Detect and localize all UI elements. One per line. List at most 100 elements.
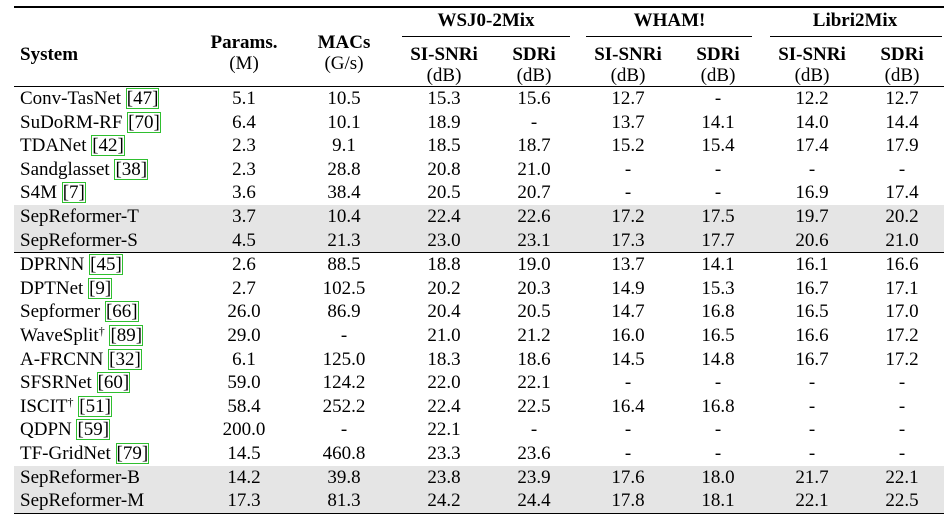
header-macs: MACs (G/s): [317, 32, 371, 74]
wsj-sisnr-cell: 24.2: [427, 490, 461, 512]
macs-cell: 38.4: [327, 182, 361, 204]
macs-cell: 86.9: [327, 301, 361, 323]
wham-sdr-cell: -: [714, 442, 722, 464]
system-name-cell: ISCIT† [51]: [20, 395, 112, 419]
params-cell: 2.7: [232, 277, 256, 299]
wsj-sisnr-cell: 22.0: [427, 372, 461, 394]
wham-sisnr-cell: -: [624, 419, 632, 441]
header-libri-sisnr: SI-SNRi (dB): [778, 44, 846, 86]
wsj-sdr-cell: 21.0: [517, 158, 551, 180]
libri-sisnr-cell: 16.9: [795, 182, 829, 204]
wham-sdr-cell: 14.8: [701, 348, 735, 370]
citation-link[interactable]: [9]: [88, 277, 113, 299]
macs-cell: 125.0: [322, 348, 366, 370]
system-name: A-FRCNN: [20, 348, 104, 370]
wsj-sdr-cell: 22.6: [517, 205, 551, 227]
wsj-sdr-cell: 15.6: [517, 88, 551, 109]
citation-link[interactable]: [47]: [125, 88, 160, 109]
wsj-sdr-cell: -: [530, 419, 538, 441]
system-name-cell: SuDoRM-RF [70]: [20, 111, 161, 135]
citation-link[interactable]: [45]: [89, 254, 123, 276]
citation-link[interactable]: [51]: [78, 395, 112, 417]
params-cell: 4.5: [232, 229, 256, 251]
header-rule: [14, 86, 944, 87]
wham-sisnr-cell: 14.7: [611, 301, 645, 323]
wsj-sisnr-cell: 20.2: [427, 277, 461, 299]
wham-sdr-cell: 17.5: [701, 205, 735, 227]
system-name: DPTNet: [20, 277, 84, 299]
section-rule: [14, 252, 944, 254]
libri-sdr-cell: -: [898, 442, 906, 464]
libri-sdr-cell: -: [898, 395, 906, 417]
libri-sisnr-cell: 12.2: [795, 88, 829, 109]
system-name: Sandglasset: [20, 158, 110, 180]
citation-link[interactable]: [59]: [76, 419, 111, 441]
libri-sdr-cell: 17.4: [885, 182, 919, 204]
macs-cell: 102.5: [322, 277, 366, 299]
system-name-cell: WaveSplit† [89]: [20, 324, 144, 348]
wsj-sdr-cell: 24.4: [517, 490, 551, 512]
params-cell: 3.7: [232, 205, 256, 227]
wham-sisnr-cell: 17.6: [611, 466, 645, 488]
macs-cell: 124.2: [322, 372, 366, 394]
table-row: SFSRNet [60] 59.0 124.2 22.0 22.1 - - - -: [14, 371, 944, 395]
table-body: Conv-TasNet [47] 5.1 10.5 15.3 15.6 12.7 - 12.2…: [14, 87, 944, 513]
libri-sdr-cell: 20.2: [885, 205, 919, 227]
table-row: SepReformer-T 3.7 10.4 22.4 22.6 17.2 17.5 19.7…: [14, 204, 944, 229]
table-row: SuDoRM-RF [70] 6.4 10.1 18.9 - 13.7 14.1 14.0 14…: [14, 111, 944, 135]
results-table: System Params. (M) MACs (G/s) WSJ0-2Mix …: [14, 6, 944, 515]
header-wsj-sisnr: SI-SNRi (dB): [410, 44, 478, 86]
table-row: TDANet [42] 2.3 9.1 18.5 18.7 15.2 15.4 17.4 17.…: [14, 134, 944, 158]
table-header: System Params. (M) MACs (G/s) WSJ0-2Mix …: [14, 6, 944, 86]
system-name-cell: Sandglasset [38]: [20, 158, 149, 182]
wham-sdr-cell: 14.1: [701, 254, 735, 276]
table-row: SepReformer-B 14.2 39.8 23.8 23.9 17.6 18.0 21.…: [14, 465, 944, 490]
wsj-sisnr-cell: 21.0: [427, 324, 461, 346]
system-name-cell: DPTNet [9]: [20, 277, 113, 301]
wsj-sisnr-cell: 18.5: [427, 135, 461, 157]
wham-sdr-cell: 18.0: [701, 466, 735, 488]
params-cell: 6.4: [232, 111, 256, 133]
wham-sdr-cell: 16.8: [701, 395, 735, 417]
wham-sdr-cell: -: [714, 182, 722, 204]
libri-sdr-cell: 16.6: [885, 254, 919, 276]
citation-link[interactable]: [32]: [108, 348, 142, 370]
wsj-sisnr-cell: 22.4: [427, 205, 461, 227]
wham-sisnr-cell: -: [624, 158, 632, 180]
system-name-cell: S4M [7]: [20, 181, 86, 205]
system-name-cell: TDANet [42]: [20, 134, 125, 158]
libri-sdr-cell: 14.4: [885, 111, 919, 133]
macs-cell: 28.8: [327, 158, 361, 180]
citation-link[interactable]: [42]: [91, 135, 125, 157]
macs-cell: 21.3: [327, 229, 361, 251]
system-name: QDPN: [20, 419, 72, 441]
group-underline: [586, 36, 752, 37]
citation-link[interactable]: [7]: [61, 182, 86, 204]
bottom-rule: [14, 512, 944, 515]
wsj-sdr-cell: 20.3: [517, 277, 551, 299]
system-name-cell: SFSRNet [60]: [20, 371, 131, 395]
macs-cell: 460.8: [322, 442, 366, 464]
wsj-sdr-cell: 22.5: [517, 395, 551, 417]
system-name: Conv-TasNet: [20, 88, 122, 109]
wham-sdr-cell: 15.4: [701, 135, 735, 157]
citation-link[interactable]: [70]: [127, 111, 161, 133]
table-row: WaveSplit† [89] 29.0 - 21.0 21.2 16.0 16.5 16.6…: [14, 324, 944, 348]
table-row: Sepformer [66] 26.0 86.9 20.4 20.5 14.7 16.8 16…: [14, 300, 944, 324]
wsj-sdr-cell: 18.6: [517, 348, 551, 370]
table-row: TF-GridNet [79] 14.5 460.8 23.3 23.6 - - - -: [14, 442, 944, 466]
citation-link[interactable]: [89]: [109, 324, 144, 346]
wsj-sisnr-cell: 20.5: [427, 182, 461, 204]
system-name-cell: TF-GridNet [79]: [20, 442, 150, 466]
citation-link[interactable]: [38]: [114, 158, 149, 180]
citation-link[interactable]: [66]: [104, 301, 139, 323]
citation-link[interactable]: [60]: [96, 372, 131, 394]
system-name-cell: DPRNN [45]: [20, 253, 123, 277]
header-wham-sdr: SDRi (dB): [696, 44, 740, 86]
wsj-sdr-cell: -: [530, 111, 538, 133]
system-name-cell: Conv-TasNet [47]: [20, 87, 160, 111]
libri-sisnr-cell: -: [808, 395, 816, 417]
citation-link[interactable]: [79]: [115, 442, 150, 464]
wham-sisnr-cell: 16.0: [611, 324, 645, 346]
wham-sisnr-cell: 13.7: [611, 111, 645, 133]
